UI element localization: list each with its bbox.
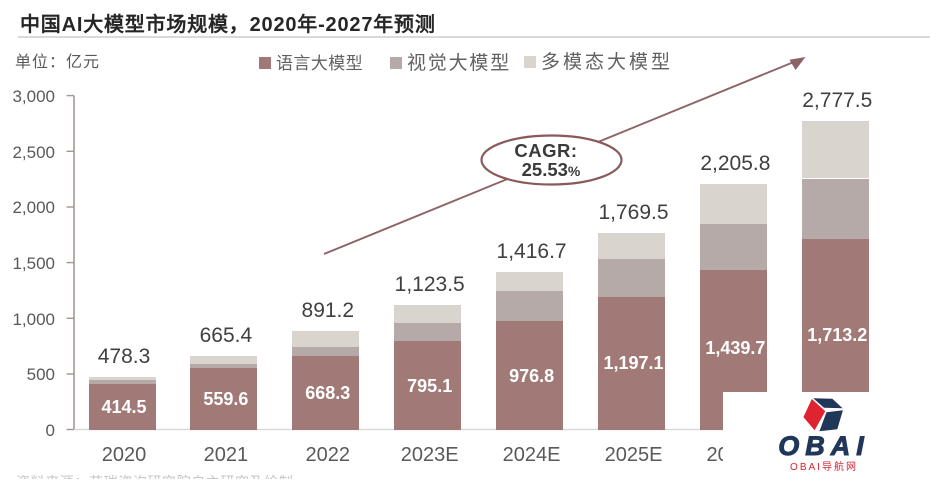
svg-text:OBAI: OBAI xyxy=(778,431,870,461)
svg-text:OBAI导航网: OBAI导航网 xyxy=(790,460,858,473)
